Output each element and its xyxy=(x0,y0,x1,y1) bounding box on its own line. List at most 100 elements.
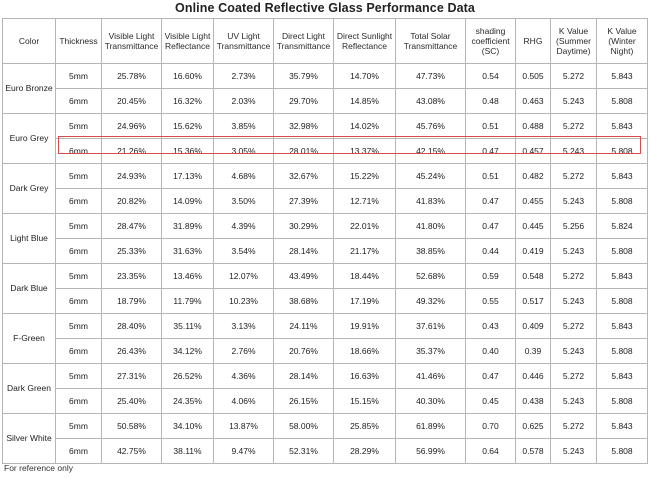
cell-rhg: 0.578 xyxy=(515,438,551,464)
table-row: 6mm 25.40% 24.35% 4.06% 26.15% 15.15% 40.30% 0.… xyxy=(3,388,648,414)
cell-ks: 5.243 xyxy=(550,288,597,314)
cell-dsr: 17.19% xyxy=(333,288,396,314)
cell-dsr: 16.63% xyxy=(333,363,396,389)
header-color: Color xyxy=(2,18,56,64)
cell-dlt: 28.14% xyxy=(273,238,334,264)
cell-rhg: 0.548 xyxy=(515,263,551,289)
cell-sc: 0.44 xyxy=(465,238,516,264)
cell-rhg: 0.457 xyxy=(515,138,551,164)
cell-rhg: 0.446 xyxy=(515,363,551,389)
cell-vlr: 11.79% xyxy=(161,288,214,314)
cell-rhg: 0.488 xyxy=(515,113,551,139)
cell-uv: 9.47% xyxy=(213,438,274,464)
cell-sc: 0.59 xyxy=(465,263,516,289)
cell-dlt: 27.39% xyxy=(273,188,334,214)
cell-sc: 0.45 xyxy=(465,388,516,414)
cell-rhg: 0.39 xyxy=(515,338,551,364)
cell-sc: 0.47 xyxy=(465,213,516,239)
cell-dsr: 15.15% xyxy=(333,388,396,414)
cell-vlt: 18.79% xyxy=(101,288,162,314)
cell-kw: 5.808 xyxy=(596,288,648,314)
cell-dsr: 25.85% xyxy=(333,413,396,439)
cell-sc: 0.55 xyxy=(465,288,516,314)
cell-ks: 5.272 xyxy=(550,113,597,139)
cell-dsr: 14.70% xyxy=(333,63,396,89)
cell-dsr: 13.37% xyxy=(333,138,396,164)
cell-dlt: 35.79% xyxy=(273,63,334,89)
cell-dsr: 18.66% xyxy=(333,338,396,364)
cell-uv: 3.85% xyxy=(213,113,274,139)
cell-rhg: 0.445 xyxy=(515,213,551,239)
cell-tst: 61.89% xyxy=(395,413,466,439)
header-visible-light-reflectance: Visible Light Reflectance xyxy=(161,18,214,64)
cell-ks: 5.272 xyxy=(550,363,597,389)
header-k-value-winter: K Value (Winter Night) xyxy=(596,18,648,64)
cell-uv: 2.73% xyxy=(213,63,274,89)
cell-kw: 5.808 xyxy=(596,88,648,114)
header-total-solar-transmittance: Total Solar Transmittance xyxy=(395,18,466,64)
cell-tst: 45.24% xyxy=(395,163,466,189)
cell-dlt: 32.67% xyxy=(273,163,334,189)
performance-table: Color Thickness Visible Light Transmitta… xyxy=(2,18,648,464)
header-visible-light-transmittance: Visible Light Transmittance xyxy=(101,18,162,64)
cell-vlr: 24.35% xyxy=(161,388,214,414)
cell-rhg: 0.463 xyxy=(515,88,551,114)
cell-kw: 5.824 xyxy=(596,213,648,239)
cell-sc: 0.51 xyxy=(465,163,516,189)
cell-kw: 5.808 xyxy=(596,138,648,164)
cell-thickness: 6mm xyxy=(55,138,102,164)
cell-vlt: 28.47% xyxy=(101,213,162,239)
cell-thickness: 5mm xyxy=(55,313,102,339)
header-direct-light-transmittance: Direct Light Transmittance xyxy=(273,18,334,64)
table-row: 6mm 21.26% 15.36% 3.05% 28.01% 13.37% 42.15% 0.… xyxy=(3,138,648,164)
cell-kw: 5.808 xyxy=(596,438,648,464)
cell-sc: 0.48 xyxy=(465,88,516,114)
cell-vlt: 42.75% xyxy=(101,438,162,464)
cell-vlr: 16.32% xyxy=(161,88,214,114)
header-k-value-summer: K Value (Summer Daytime) xyxy=(550,18,597,64)
color-cell: Dark Blue xyxy=(2,263,56,314)
cell-uv: 12.07% xyxy=(213,263,274,289)
cell-dsr: 14.85% xyxy=(333,88,396,114)
cell-uv: 10.23% xyxy=(213,288,274,314)
table-row: 6mm 25.33% 31.63% 3.54% 28.14% 21.17% 38.85% 0.… xyxy=(3,238,648,264)
cell-vlr: 17.13% xyxy=(161,163,214,189)
cell-kw: 5.843 xyxy=(596,413,648,439)
cell-ks: 5.243 xyxy=(550,388,597,414)
table-row: 6mm 42.75% 38.11% 9.47% 52.31% 28.29% 56.99% 0.… xyxy=(3,438,648,464)
cell-uv: 3.13% xyxy=(213,313,274,339)
cell-rhg: 0.409 xyxy=(515,313,551,339)
cell-vlt: 28.40% xyxy=(101,313,162,339)
table-row: 6mm 20.45% 16.32% 2.03% 29.70% 14.85% 43.08% 0.… xyxy=(3,88,648,114)
cell-tst: 56.99% xyxy=(395,438,466,464)
cell-kw: 5.843 xyxy=(596,163,648,189)
cell-sc: 0.70 xyxy=(465,413,516,439)
cell-tst: 45.76% xyxy=(395,113,466,139)
cell-thickness: 6mm xyxy=(55,338,102,364)
cell-ks: 5.243 xyxy=(550,188,597,214)
cell-thickness: 5mm xyxy=(55,413,102,439)
cell-dlt: 24.11% xyxy=(273,313,334,339)
cell-uv: 3.05% xyxy=(213,138,274,164)
cell-uv: 3.54% xyxy=(213,238,274,264)
footnote: For reference only xyxy=(4,463,73,473)
cell-thickness: 5mm xyxy=(55,63,102,89)
color-cell: Silver White xyxy=(2,413,56,464)
cell-vlt: 20.45% xyxy=(101,88,162,114)
cell-vlt: 25.78% xyxy=(101,63,162,89)
cell-ks: 5.243 xyxy=(550,438,597,464)
cell-dlt: 52.31% xyxy=(273,438,334,464)
cell-dlt: 38.68% xyxy=(273,288,334,314)
cell-vlt: 26.43% xyxy=(101,338,162,364)
cell-dsr: 21.17% xyxy=(333,238,396,264)
cell-kw: 5.843 xyxy=(596,263,648,289)
cell-rhg: 0.517 xyxy=(515,288,551,314)
cell-vlr: 31.89% xyxy=(161,213,214,239)
cell-dlt: 28.01% xyxy=(273,138,334,164)
cell-tst: 37.61% xyxy=(395,313,466,339)
cell-tst: 47.73% xyxy=(395,63,466,89)
color-cell: Dark Grey xyxy=(2,163,56,214)
cell-dlt: 30.29% xyxy=(273,213,334,239)
header-shading-coefficient: shading coefficient (SC) xyxy=(465,18,516,64)
cell-sc: 0.64 xyxy=(465,438,516,464)
